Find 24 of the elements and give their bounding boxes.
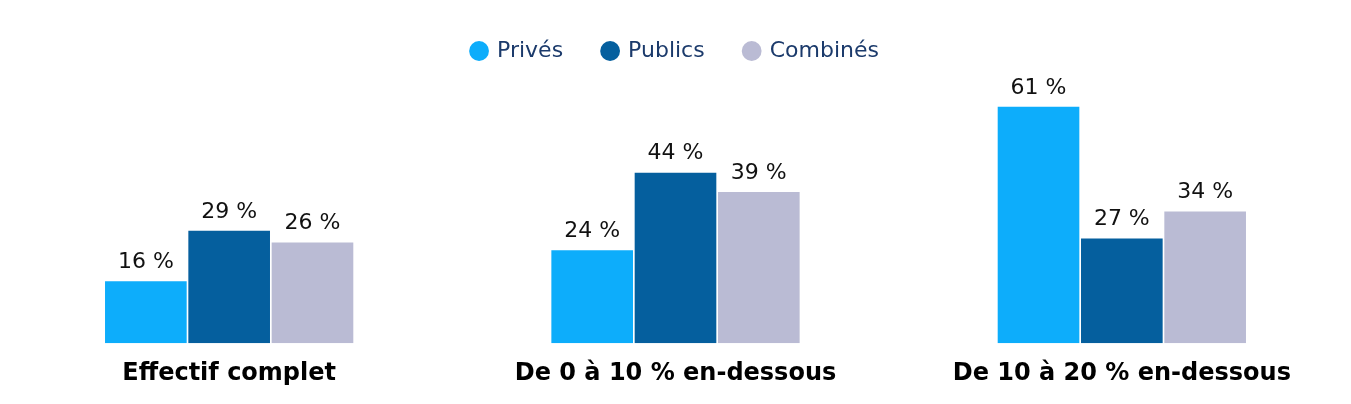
- data-label: 39 %: [730, 158, 787, 184]
- bar: [1081, 238, 1163, 344]
- x-tick-label: Effectif complet: [122, 357, 337, 386]
- data-label: 16 %: [117, 247, 174, 273]
- bar: [1164, 211, 1246, 344]
- bar: [105, 281, 187, 344]
- data-label: 44 %: [647, 139, 704, 165]
- data-label: 34 %: [1177, 178, 1234, 204]
- data-label: 26 %: [284, 209, 341, 235]
- bar: [717, 192, 800, 344]
- data-label: 29 %: [201, 197, 258, 223]
- bar: [634, 172, 717, 344]
- bar: [271, 242, 354, 344]
- data-label: 61 %: [1010, 73, 1067, 99]
- x-tick-label: De 0 à 10 % en-dessous: [514, 357, 837, 386]
- x-tick-label: De 10 à 20 % en-dessous: [952, 357, 1291, 386]
- bar: [551, 250, 634, 344]
- data-label: 27 %: [1093, 205, 1150, 231]
- data-label: 24 %: [564, 216, 621, 242]
- legend-label: Publics: [628, 36, 705, 62]
- legend-label: Combinés: [769, 36, 879, 62]
- legend-label: Privés: [497, 36, 564, 62]
- bar: [188, 230, 270, 344]
- bar: [997, 106, 1080, 344]
